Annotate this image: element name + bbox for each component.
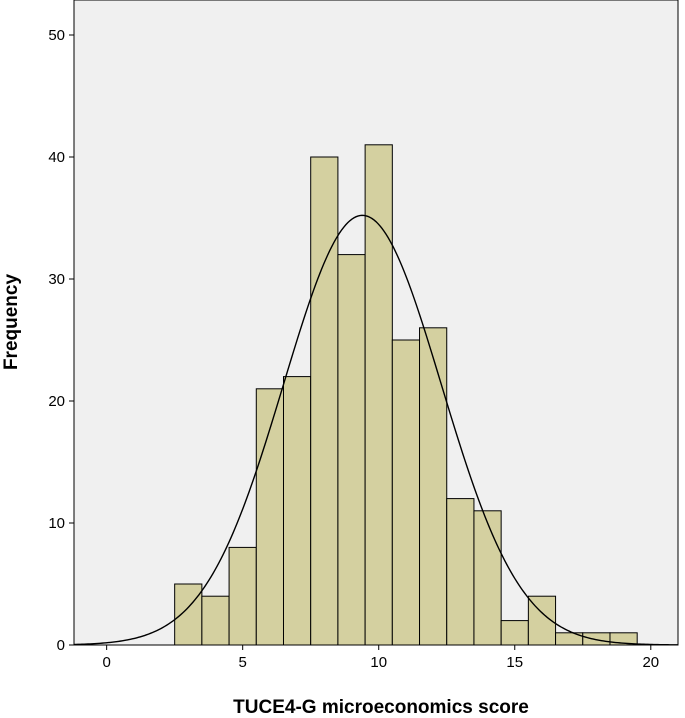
histogram-bar — [201, 595, 230, 646]
bars-group — [174, 144, 638, 646]
y-tick-label: 30 — [48, 271, 65, 288]
y-tick-label: 0 — [57, 637, 65, 654]
x-tick-label: 5 — [239, 654, 247, 671]
x-tick-label: 15 — [506, 654, 523, 671]
histogram-bar — [310, 156, 339, 646]
histogram-bar — [419, 327, 448, 646]
x-axis: 0 5 10 15 20 — [102, 645, 659, 671]
histogram-bar — [446, 498, 475, 646]
y-axis: 0 10 20 30 40 50 — [48, 27, 74, 654]
histogram-bar — [364, 144, 393, 646]
y-axis-title: Frequency — [1, 274, 22, 371]
y-tick-label: 50 — [48, 27, 65, 44]
histogram-bar — [391, 339, 421, 646]
histogram-bar — [282, 376, 312, 646]
x-axis-title: TUCE4-G microeconomics score — [233, 697, 529, 718]
histogram-bar — [174, 583, 203, 646]
x-tick-label: 20 — [642, 654, 659, 671]
x-tick-label: 10 — [370, 654, 387, 671]
histogram-bar — [473, 510, 502, 646]
histogram-bar — [337, 254, 366, 646]
histogram-bar — [582, 632, 611, 646]
histogram-bar — [255, 388, 284, 646]
histogram-bar — [500, 620, 529, 646]
y-tick-label: 40 — [48, 149, 65, 166]
x-tick-label: 0 — [102, 654, 110, 671]
y-tick-label: 10 — [48, 515, 65, 532]
y-tick-label: 20 — [48, 393, 65, 410]
histogram-bar — [228, 546, 257, 646]
normal-curve — [73, 214, 679, 646]
